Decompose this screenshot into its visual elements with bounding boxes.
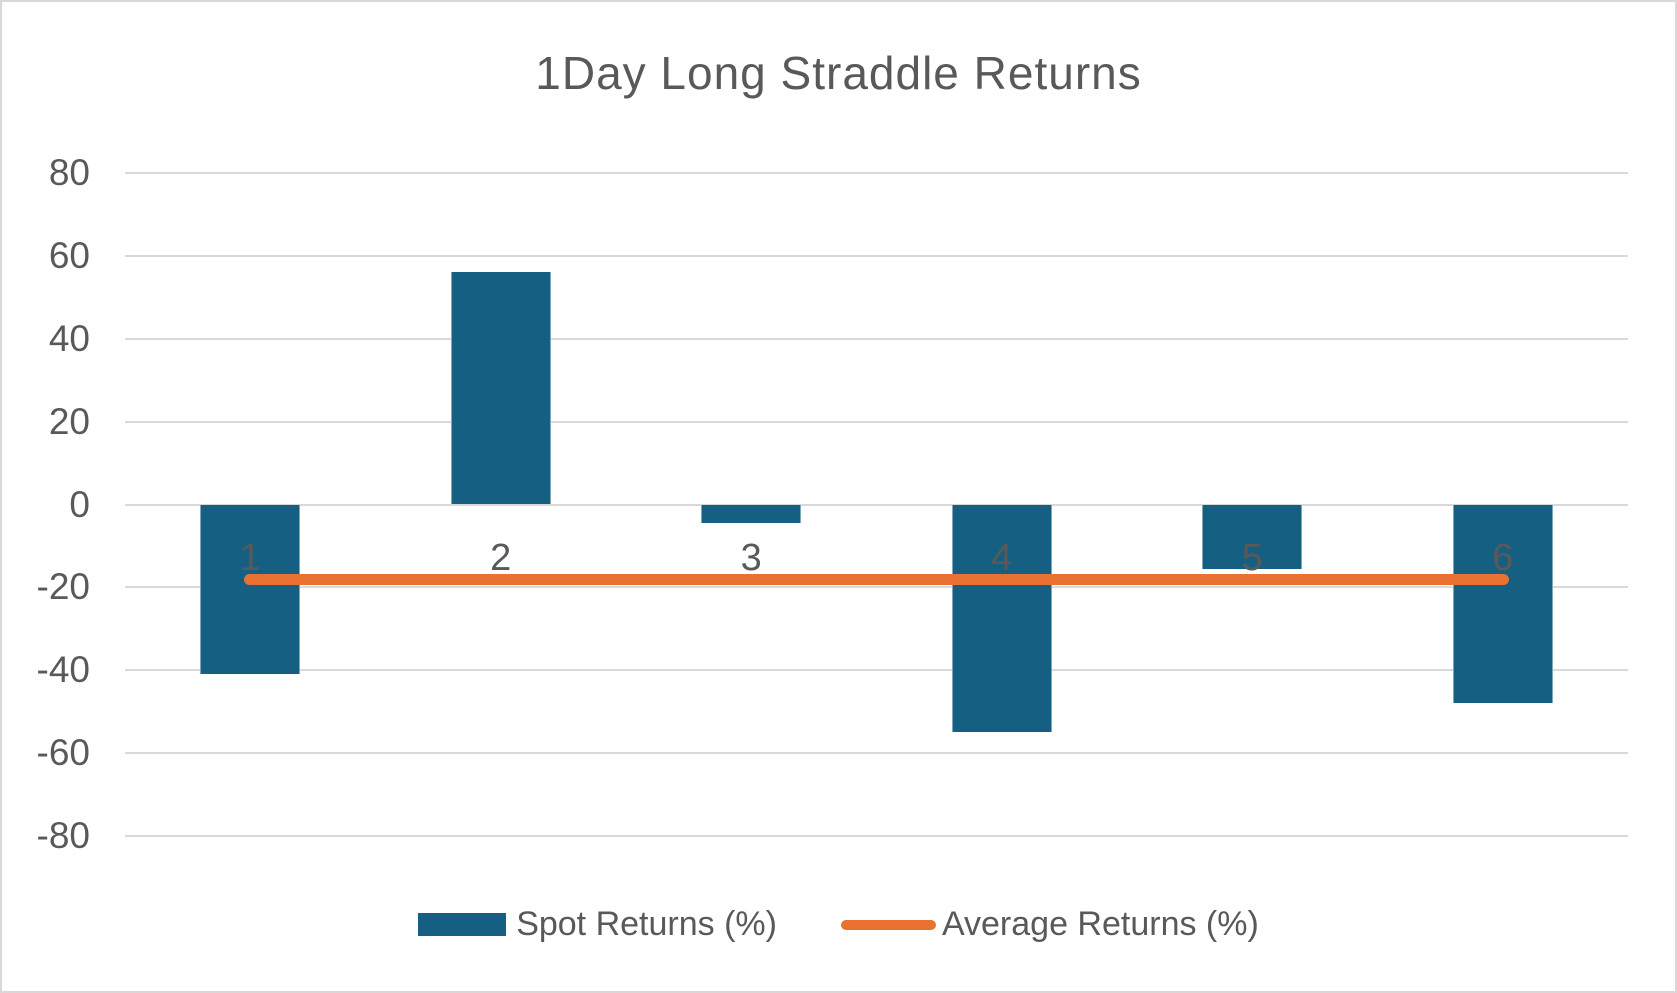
legend-item-spot-returns: Spot Returns (%): [418, 905, 777, 944]
category-label: 6: [1492, 537, 1514, 579]
y-axis-tick-label: 40: [48, 317, 90, 359]
legend-bar-label: Spot Returns (%): [516, 905, 777, 943]
category-label: 1: [239, 537, 261, 579]
bar: [1452, 504, 1553, 704]
category-label: 4: [991, 537, 1013, 579]
gridline: [125, 835, 1628, 837]
y-axis-tick-label: 60: [48, 234, 90, 276]
category-label: 5: [1241, 537, 1263, 579]
bar: [951, 504, 1052, 733]
category-label: 3: [740, 537, 762, 579]
gridline: [125, 337, 1628, 340]
gridline: [125, 752, 1628, 755]
y-axis-tick-label: -80: [36, 815, 90, 856]
legend-item-average-returns: Average Returns (%): [840, 905, 1259, 944]
category-label: 2: [490, 537, 512, 579]
legend-line-label: Average Returns (%): [941, 905, 1259, 943]
gridline: [125, 420, 1628, 423]
y-axis-tick-label: 0: [69, 483, 90, 525]
legend-bar-swatch-icon: [418, 913, 507, 936]
chart-title: 1Day Long Straddle Returns: [535, 47, 1142, 99]
average-line: [244, 573, 1509, 585]
bar: [200, 504, 301, 675]
gridline: [125, 586, 1628, 589]
gridline: [125, 503, 1628, 506]
bar: [701, 504, 802, 524]
gridline: [125, 172, 1628, 174]
bar: [450, 272, 551, 505]
y-axis-tick-label: -40: [36, 649, 90, 691]
y-axis-tick-label: -20: [36, 566, 90, 608]
y-axis-tick-label: 80: [48, 152, 90, 193]
gridline: [125, 254, 1628, 257]
y-axis-tick-label: 20: [48, 400, 90, 442]
bar: [1202, 504, 1303, 569]
legend: Spot Returns (%) Average Returns (%): [2, 905, 1675, 944]
gridline: [125, 669, 1628, 672]
y-axis-tick-label: -60: [36, 732, 90, 774]
legend-line-swatch-icon: [840, 919, 936, 930]
